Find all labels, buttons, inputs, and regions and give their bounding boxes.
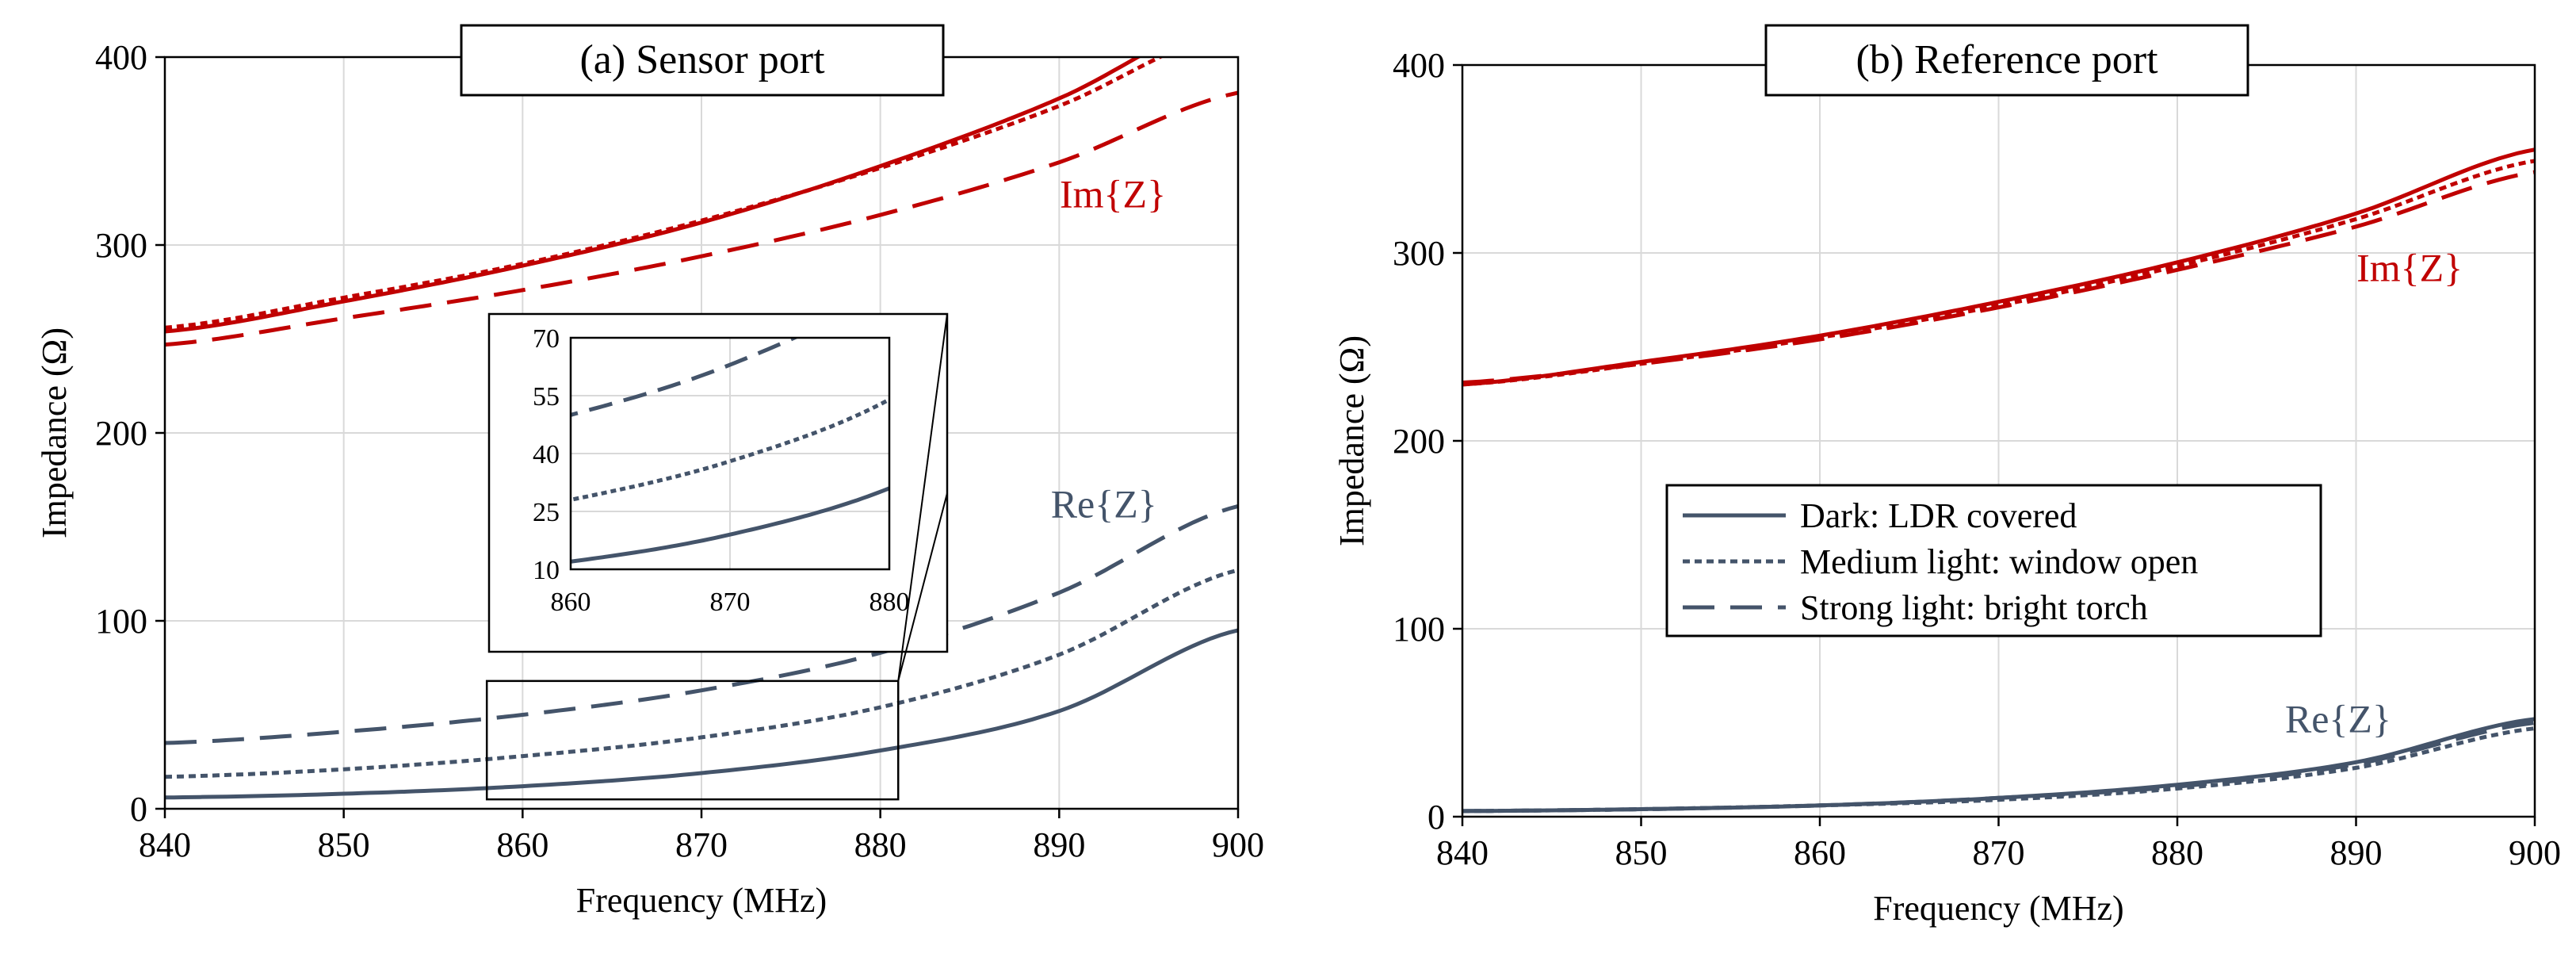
y-tick-label: 200 <box>1393 422 1445 461</box>
legend: Dark: LDR covered Medium light: window o… <box>1667 485 2321 636</box>
x-tick-label: 840 <box>1436 833 1489 872</box>
inset-x-tick-label: 860 <box>551 588 591 617</box>
y-tick-label: 0 <box>1428 798 1445 837</box>
inset-x-tick-label: 870 <box>710 588 751 617</box>
inset-y-tick-label: 40 <box>533 440 560 469</box>
chart-title: (b) Reference port <box>1856 37 2158 82</box>
annotation-re-label: Re{Z} <box>2285 696 2391 741</box>
x-tick-label: 880 <box>854 825 907 864</box>
x-axis-label: Frequency (MHz) <box>576 881 827 920</box>
inset-y-tick-label: 55 <box>533 382 560 412</box>
y-axis-label: Impedance (Ω) <box>35 327 74 538</box>
y-axis-label: Impedance (Ω) <box>1332 335 1371 546</box>
x-tick-label: 840 <box>139 825 191 864</box>
x-tick-label: 870 <box>675 825 728 864</box>
panel-reference-port: 0 100 200 300 400 840 850 860 870 880 890 900 Im{Z… <box>1332 25 2561 928</box>
x-tick-label: 900 <box>2509 833 2561 872</box>
legend-label: Medium light: window open <box>1800 542 2198 581</box>
legend-label: Strong light: bright torch <box>1800 588 2148 627</box>
annotation-re-label: Re{Z} <box>1051 482 1157 526</box>
x-tick-label: 880 <box>2151 833 2203 872</box>
x-tick-label: 850 <box>318 825 370 864</box>
annotation-im-label: Im{Z} <box>1060 172 1166 216</box>
y-tick-label: 300 <box>95 226 147 265</box>
x-tick-label: 890 <box>2330 833 2383 872</box>
x-axis-label: Frequency (MHz) <box>1873 889 2123 928</box>
inset-y-tick-label: 10 <box>533 556 560 585</box>
y-tick-label: 100 <box>95 602 147 641</box>
legend-label: Dark: LDR covered <box>1800 496 2077 535</box>
y-tick-label: 400 <box>1393 46 1445 85</box>
x-tick-label: 900 <box>1212 825 1264 864</box>
annotation-im-label: Im{Z} <box>2356 246 2463 290</box>
inset-x-tick-label: 880 <box>869 588 910 617</box>
y-tick-label: 400 <box>95 38 147 77</box>
y-tick-label: 0 <box>130 790 147 829</box>
y-tick-label: 200 <box>95 414 147 453</box>
panel-sensor-port: 0 100 200 300 400 840 850 860 870 880 890 900 10 25… <box>35 12 1264 920</box>
chart-title: (a) Sensor port <box>579 37 825 82</box>
x-tick-label: 860 <box>1794 833 1846 872</box>
inset-y-tick-label: 70 <box>533 324 560 354</box>
x-tick-label: 870 <box>1973 833 2025 872</box>
y-tick-label: 300 <box>1393 234 1445 273</box>
x-tick-label: 850 <box>1615 833 1668 872</box>
inset-y-tick-label: 25 <box>533 498 560 527</box>
x-tick-label: 890 <box>1033 825 1085 864</box>
x-tick-label: 860 <box>496 825 548 864</box>
figure: 0100200300400 840 850 860 870 880 890 900 1025… <box>0 0 2576 961</box>
y-tick-label: 100 <box>1393 610 1445 649</box>
